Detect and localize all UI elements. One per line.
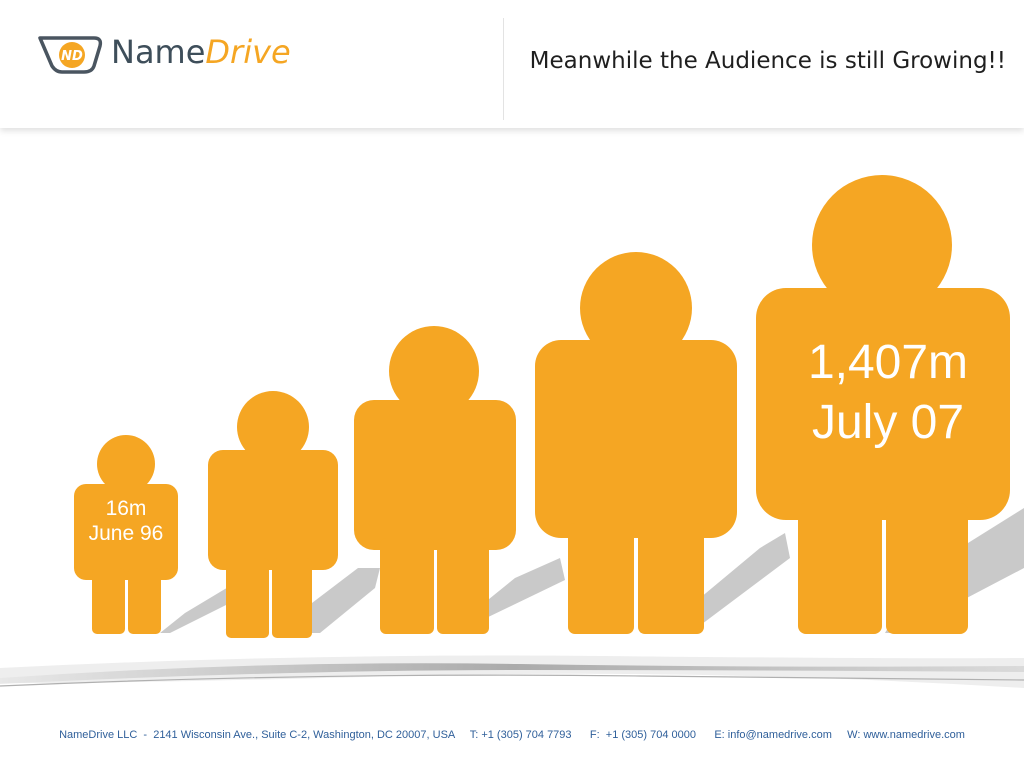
figure-4-right-leg: [638, 523, 704, 634]
namedrive-logo[interactable]: ND NameDrive: [36, 28, 306, 84]
figure-2-head: [237, 391, 309, 463]
header-divider: [503, 18, 504, 120]
figure-5-label: 1,407m July 07: [756, 333, 1020, 454]
shadow-1: [160, 583, 235, 633]
person-figure-3: [354, 326, 516, 634]
figure-4-left-leg: [568, 523, 634, 634]
shadow-4: [640, 533, 790, 633]
person-figure-2: [208, 391, 338, 638]
logo-mark-text: ND: [61, 49, 83, 64]
figure-5-date: July 07: [811, 396, 965, 450]
logo-name-text: Name: [111, 33, 206, 71]
figure-1-label: 16m June 96: [74, 496, 178, 546]
figure-5-head: [812, 175, 952, 315]
slide-header: ND NameDrive Meanwhile the Audience is s…: [0, 0, 1024, 128]
footer-contact-info: NameDrive LLC - 2141 Wisconsin Ave., Sui…: [59, 729, 965, 741]
figure-5-body: [756, 288, 1010, 520]
person-figure-1: [74, 435, 178, 634]
slide-title: Meanwhile the Audience is still Growing!…: [529, 48, 1006, 74]
logo-drive-text: Drive: [205, 33, 291, 71]
audience-growth-illustration: 16m June 96 1,407m July 07: [0, 128, 1024, 698]
figure-5-right-leg: [886, 503, 968, 634]
figure-3-right-leg: [437, 538, 489, 634]
figure-2-body: [208, 450, 338, 570]
namedrive-logo-mark-icon: ND: [38, 36, 103, 74]
person-figure-5: [756, 175, 1010, 634]
person-figure-4: [535, 252, 737, 634]
figure-3-body: [354, 400, 516, 550]
figure-1-right-leg: [128, 568, 161, 634]
shadow-2: [305, 568, 380, 633]
people-figures-graphic: [0, 175, 1024, 688]
figure-3-left-leg: [380, 538, 434, 634]
logo-wordmark: NameDrive: [111, 32, 291, 72]
floor-swoosh: [0, 655, 1024, 688]
figure-1-body: [74, 484, 178, 580]
figure-3-head: [389, 326, 479, 416]
figure-4-body: [535, 340, 737, 538]
figure-1-head: [97, 435, 155, 493]
figure-1-value: 16m: [105, 497, 147, 520]
figure-4-head: [580, 252, 692, 364]
figure-2-right-leg: [272, 558, 312, 638]
figure-5-left-leg: [798, 503, 882, 634]
figure-1-left-leg: [92, 568, 125, 634]
figure-1-date: June 96: [88, 522, 164, 546]
figure-5-value: 1,407m: [807, 336, 969, 389]
figure-2-left-leg: [226, 558, 269, 638]
